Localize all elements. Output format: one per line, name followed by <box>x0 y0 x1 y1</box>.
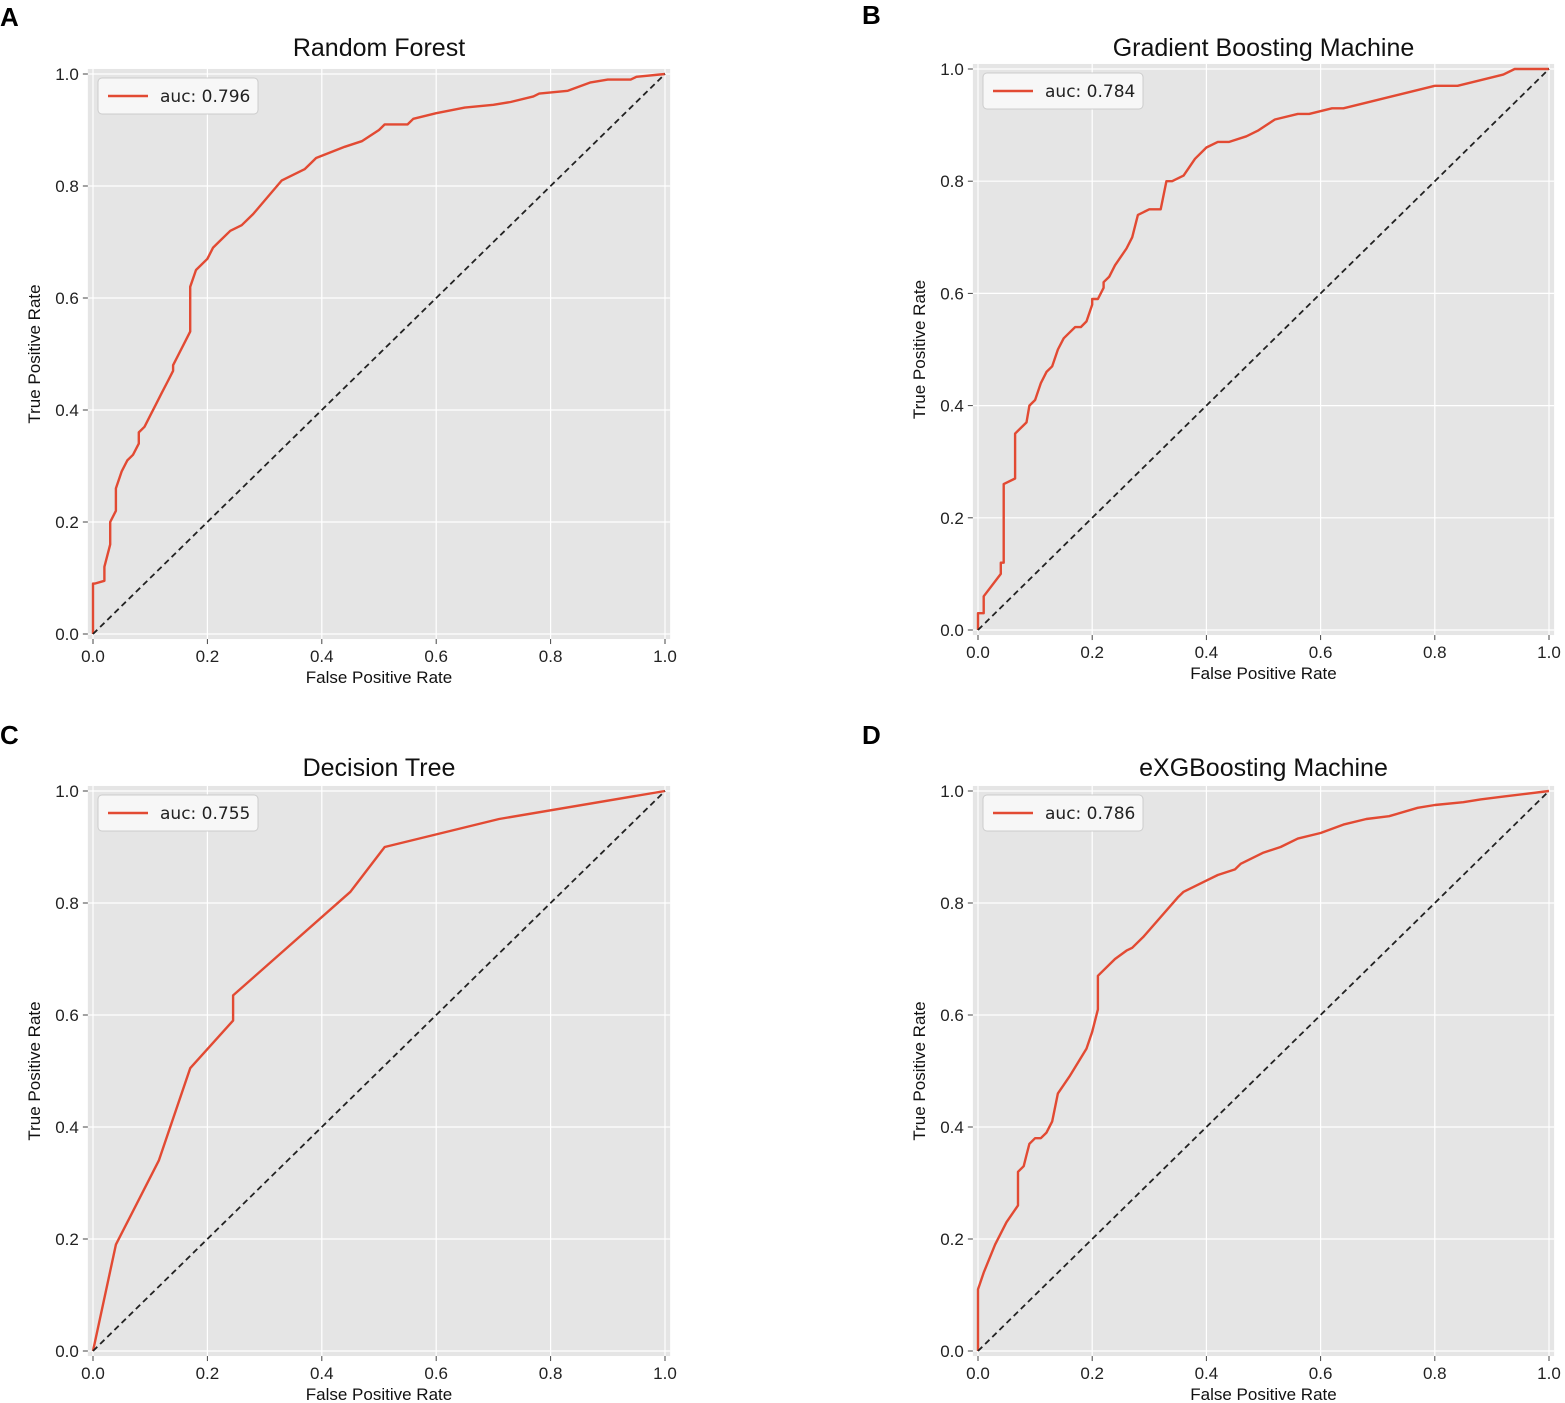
y-tick-label: 1.0 <box>940 782 964 801</box>
y-tick-label: 0.0 <box>55 1342 79 1361</box>
x-axis-label: False Positive Rate <box>1190 664 1336 683</box>
x-tick-label: 0.6 <box>1309 1364 1333 1383</box>
panel-letter: C <box>0 720 19 750</box>
y-tick-label: 0.6 <box>55 1006 79 1025</box>
chance-diagonal-line <box>977 68 1550 631</box>
y-axis-label: True Positive Rate <box>25 284 44 423</box>
y-tick-label: 0.6 <box>55 289 79 308</box>
x-tick-label: 0.2 <box>196 647 220 666</box>
x-axis-label: False Positive Rate <box>306 1385 452 1403</box>
y-axis-label: True Positive Rate <box>25 1001 44 1140</box>
y-axis-label: True Positive Rate <box>910 1001 929 1140</box>
chart-title: Decision Tree <box>303 754 456 782</box>
x-tick-label: 0.8 <box>1423 1364 1447 1383</box>
y-tick-label: 0.8 <box>55 177 79 196</box>
x-tick-label: 0.2 <box>1080 1364 1104 1383</box>
roc-curve-line <box>91 72 666 634</box>
y-tick-label: 0.4 <box>55 1118 79 1137</box>
legend-box <box>97 77 259 115</box>
chart-title: Random Forest <box>293 34 465 62</box>
x-tick-label: 0.2 <box>1080 643 1104 662</box>
x-tick-label: 1.0 <box>1537 1364 1561 1383</box>
y-tick-label: 0.6 <box>940 284 964 303</box>
y-tick-label: 0.2 <box>940 1230 964 1249</box>
panel-d: 0.00.0 0.2 0.2 0.4 0.4 0.6 0.6 0.8 0.8 1.0 1.0 auc:… <box>862 720 1561 1403</box>
y-axis-label: True Positive Rate <box>910 280 929 419</box>
x-tick-label: 0.6 <box>424 1364 448 1383</box>
y-tick-label: 0.0 <box>940 621 964 640</box>
legend-box <box>982 794 1144 832</box>
x-tick-label: 0.0 <box>81 647 105 666</box>
x-tick-label: 0.2 <box>196 1364 220 1383</box>
x-tick-label: 0.8 <box>539 1364 563 1383</box>
chance-diagonal-line <box>92 73 666 635</box>
x-tick-label: 0.4 <box>1195 1364 1219 1383</box>
x-tick-label: 0.4 <box>310 1364 334 1383</box>
legend-label: auc: 0.755 <box>160 804 250 824</box>
chart-title: Gradient Boosting Machine <box>1113 34 1415 62</box>
x-tick-label: 0.0 <box>966 643 990 662</box>
panel-b: 0.00.0 0.2 0.2 0.4 0.4 0.6 0.6 0.8 0.8 1.0 1.0 auc:… <box>862 0 1561 683</box>
panel-letter: A <box>0 2 19 32</box>
y-tick-label: 0.2 <box>55 513 79 532</box>
x-tick-label: 0.4 <box>310 647 334 666</box>
y-tick-label: 0.2 <box>940 509 964 528</box>
y-tick-label: 1.0 <box>55 65 79 84</box>
panel-letter: B <box>862 0 881 30</box>
y-tick-label: 0.0 <box>940 1342 964 1361</box>
x-tick-label: 0.0 <box>81 1364 105 1383</box>
roc-curve-line <box>91 789 666 1352</box>
x-tick-label: 0.4 <box>1195 643 1219 662</box>
y-tick-label: 0.8 <box>55 894 79 913</box>
panel-letter: D <box>862 720 881 750</box>
x-tick-label: 0.8 <box>1423 643 1447 662</box>
chance-diagonal-line <box>92 790 666 1352</box>
x-tick-label: 1.0 <box>653 1364 677 1383</box>
x-axis-label: False Positive Rate <box>306 668 452 687</box>
y-tick-label: 1.0 <box>55 782 79 801</box>
y-tick-label: 0.4 <box>940 397 964 416</box>
y-tick-label: 0.4 <box>55 401 79 420</box>
y-tick-label: 0.8 <box>940 894 964 913</box>
y-tick-label: 0.8 <box>940 172 964 191</box>
y-tick-label: 0.2 <box>55 1230 79 1249</box>
legend-label: auc: 0.784 <box>1045 82 1135 102</box>
x-tick-label: 1.0 <box>653 647 677 666</box>
y-tick-label: 0.6 <box>940 1006 964 1025</box>
x-tick-label: 0.6 <box>1309 643 1333 662</box>
legend-box <box>97 794 259 832</box>
roc-curve-line <box>976 67 1549 630</box>
legend-label: auc: 0.786 <box>1045 804 1135 824</box>
x-axis-label: False Positive Rate <box>1190 1385 1336 1403</box>
legend-label: auc: 0.796 <box>160 87 250 107</box>
x-tick-label: 0.8 <box>539 647 563 666</box>
x-tick-label: 0.6 <box>424 647 448 666</box>
panel-c: 0.00.0 0.2 0.2 0.4 0.4 0.6 0.6 0.8 0.8 1.0 1.0 auc:… <box>0 720 677 1403</box>
roc-curve-line <box>976 789 1550 1351</box>
chance-diagonal-line <box>977 790 1550 1352</box>
x-tick-label: 0.0 <box>966 1364 990 1383</box>
y-tick-label: 0.4 <box>940 1118 964 1137</box>
y-tick-label: 1.0 <box>940 60 964 79</box>
panel-a: 0.00.0 0.2 0.2 0.4 0.4 0.6 0.6 0.8 0.8 1.0 1.0 auc:… <box>0 2 677 687</box>
y-tick-label: 0.0 <box>55 625 79 644</box>
x-tick-label: 1.0 <box>1537 643 1561 662</box>
legend-box <box>982 72 1144 110</box>
chart-title: eXGBoosting Machine <box>1139 754 1388 782</box>
